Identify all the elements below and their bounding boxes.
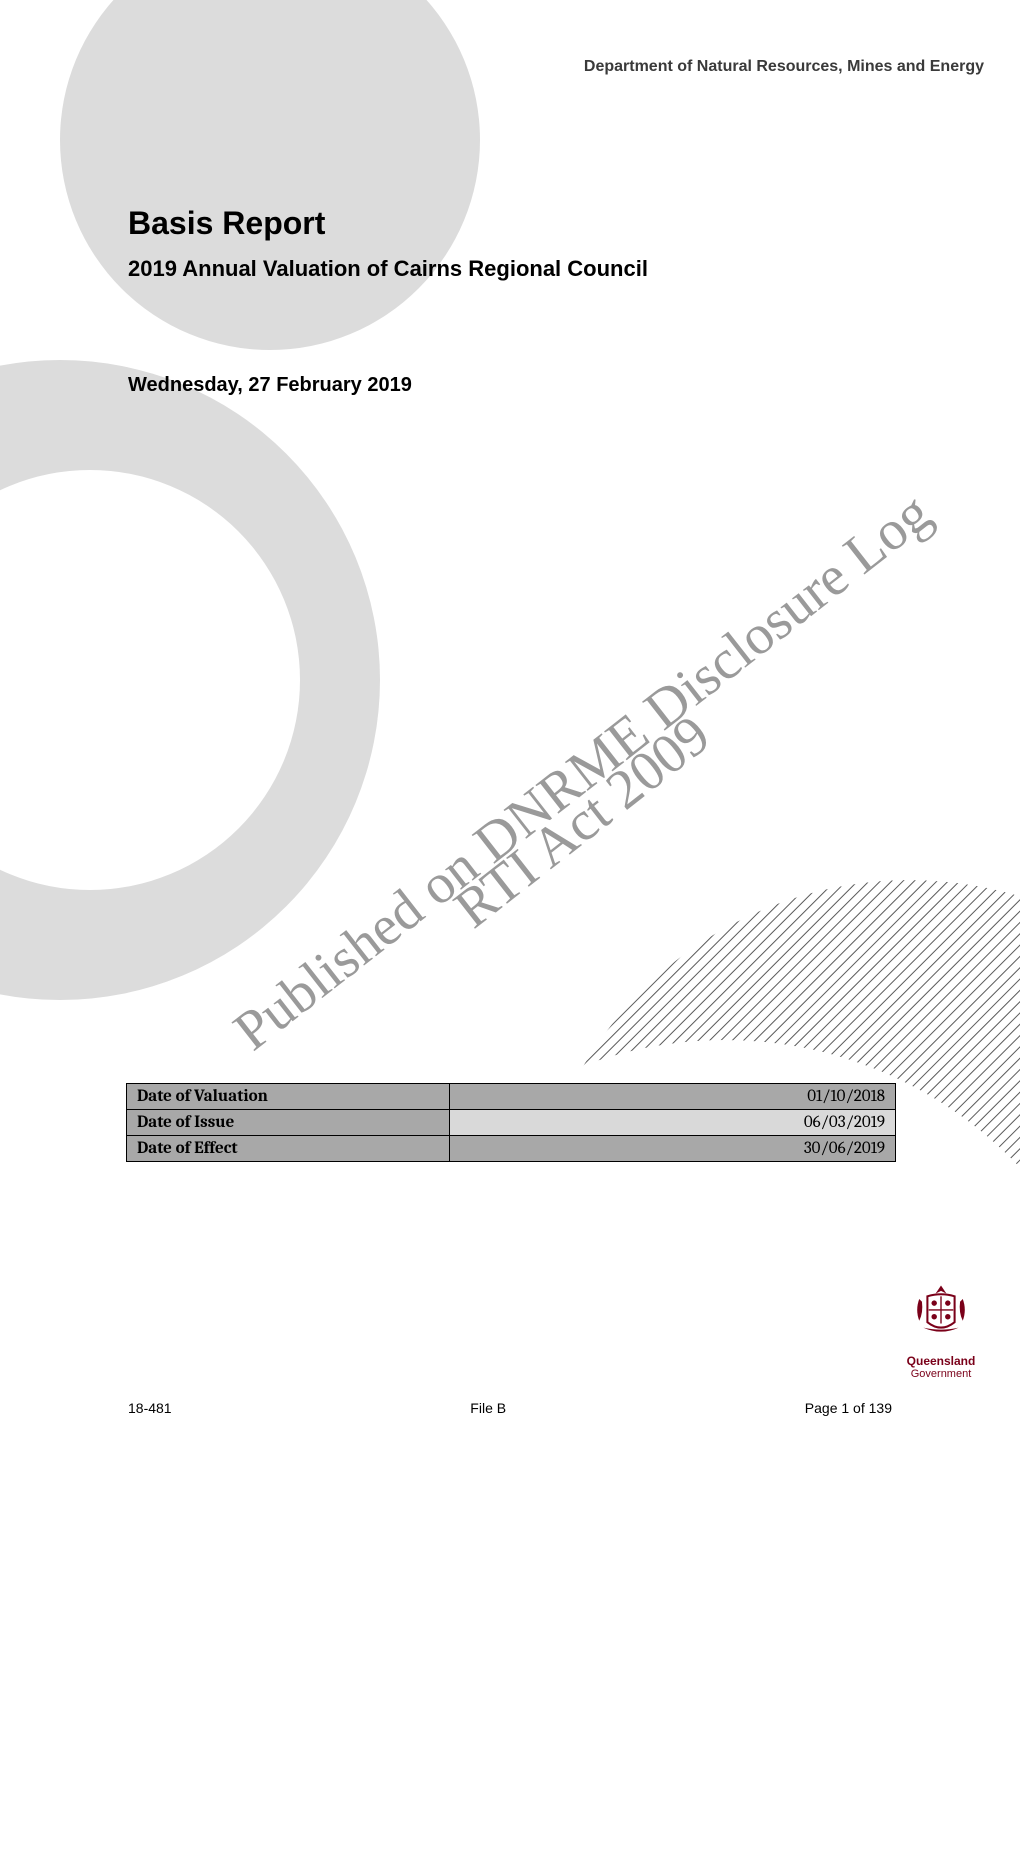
- date-valuation-label: Date of Valuation: [127, 1084, 450, 1110]
- report-date: Wednesday, 27 February 2019: [128, 374, 648, 397]
- footer-page-number: Page 1 of 139: [805, 1400, 892, 1416]
- coat-of-arms-icon: [907, 1280, 975, 1348]
- table-row: Date of Effect 30/06/2019: [127, 1136, 896, 1162]
- logo-subtitle: Government: [898, 1368, 984, 1380]
- date-issue-label: Date of Issue: [127, 1110, 450, 1136]
- footer-ref-number: 18-481: [128, 1400, 172, 1416]
- date-effect-value: 30/06/2019: [449, 1136, 895, 1162]
- date-issue-value: 06/03/2019: [449, 1110, 895, 1136]
- date-valuation-value: 01/10/2018: [449, 1084, 895, 1110]
- report-subtitle: 2019 Annual Valuation of Cairns Regional…: [128, 256, 648, 282]
- page-footer: 18-481 File B Page 1 of 139: [0, 1400, 1020, 1416]
- dates-table: Date of Valuation 01/10/2018 Date of Iss…: [126, 1083, 896, 1162]
- qld-gov-logo: Queensland Government: [898, 1280, 984, 1380]
- report-title: Basis Report: [128, 205, 648, 242]
- logo-state-name: Queensland: [898, 1355, 984, 1368]
- table-row: Date of Issue 06/03/2019: [127, 1110, 896, 1136]
- department-name: Department of Natural Resources, Mines a…: [584, 58, 984, 76]
- watermark-rti: RTI Act 2009: [443, 703, 722, 941]
- table-row: Date of Valuation 01/10/2018: [127, 1084, 896, 1110]
- footer-file-label: File B: [470, 1400, 506, 1416]
- date-effect-label: Date of Effect: [127, 1136, 450, 1162]
- title-block: Basis Report 2019 Annual Valuation of Ca…: [128, 205, 648, 397]
